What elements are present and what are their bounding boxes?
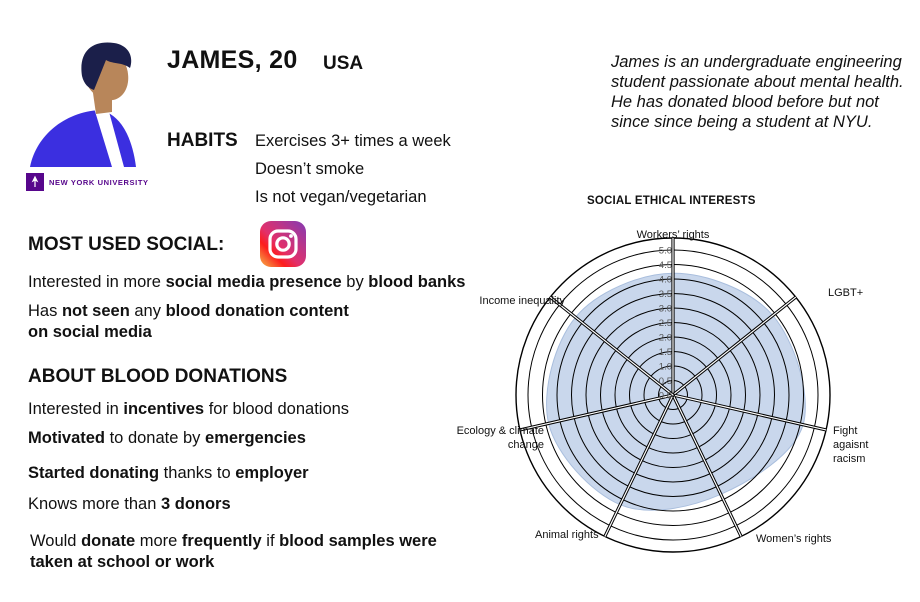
radar-tick-label: 0.5 bbox=[659, 376, 672, 387]
radar-tick-label: 2.0 bbox=[659, 333, 672, 344]
instagram-icon bbox=[260, 221, 306, 267]
radar-axis-label: LGBT+ bbox=[828, 287, 863, 299]
donation-line-1: Interested in incentives for blood donat… bbox=[28, 400, 350, 418]
chart-title: SOCIAL ETHICAL INTERESTS bbox=[587, 195, 756, 207]
radar-tick-label: 4.0 bbox=[659, 275, 672, 286]
habit-item: Doesn’t smoke bbox=[255, 160, 365, 178]
radar-axis-label: Workers’ rights bbox=[637, 229, 710, 241]
radar-tick-label: 4.5 bbox=[659, 260, 672, 271]
habit-item: Exercises 3+ times a week bbox=[255, 132, 451, 150]
radar-tick-label: 5.0 bbox=[659, 246, 672, 257]
radar-tick-label: 3.0 bbox=[659, 304, 672, 315]
avatar bbox=[30, 42, 136, 167]
habits-title: HABITS bbox=[167, 130, 238, 151]
donation-line-2: Motivated to donate by emergencies bbox=[28, 429, 306, 447]
donation-line-3: Started donating thanks to employer bbox=[28, 464, 309, 482]
radar-axis-label: Income inequality bbox=[479, 295, 565, 307]
radar-tick-label: 1.5 bbox=[659, 347, 672, 358]
radar-axis-label: Fight agaisnt racism bbox=[833, 425, 868, 465]
donation-line-4: Knows more than 3 donors bbox=[28, 495, 231, 513]
radar-tick-label: 2.5 bbox=[659, 318, 672, 329]
radar-axis-label: Women’s rights bbox=[756, 533, 832, 545]
social-line-1: Interested in more social media presence… bbox=[28, 273, 466, 291]
persona-bio: James is an undergraduate engineering st… bbox=[611, 53, 904, 131]
radar-spoke-inner bbox=[672, 296, 797, 396]
radar-spoke-inner bbox=[519, 394, 674, 431]
radar-axis-label: Animal rights bbox=[535, 529, 599, 541]
avatar-collar bbox=[94, 108, 124, 167]
radar-tick-label: 1.0 bbox=[659, 362, 672, 373]
avatar-hair bbox=[81, 42, 132, 90]
social-title: MOST USED SOCIAL: bbox=[28, 234, 225, 255]
radar-tick-label: 0.0 bbox=[659, 391, 672, 402]
radar-spoke-inner bbox=[672, 394, 742, 537]
radar-spoke-inner bbox=[549, 296, 674, 396]
donation-line-5: Would donate more frequently if blood sa… bbox=[30, 532, 437, 571]
persona-country: USA bbox=[323, 53, 364, 74]
radar-spoke-inner bbox=[604, 394, 674, 537]
radar-chart: 0.0 0.5 1.0 1.5 2.0 2.5 3.0 3.5 4.0 4.5 5.0 Workers… bbox=[457, 229, 868, 553]
nyu-logo-icon bbox=[26, 173, 44, 191]
habit-item: Is not vegan/vegetarian bbox=[255, 188, 427, 206]
radar-spoke-inner bbox=[672, 394, 827, 431]
university-name: NEW YORK UNIVERSITY bbox=[49, 178, 149, 187]
persona-name: JAMES, 20 bbox=[167, 46, 298, 74]
radar-axis-label: Ecology & climate change bbox=[457, 425, 544, 451]
donations-title: ABOUT BLOOD DONATIONS bbox=[28, 366, 288, 387]
radar-tick-label: 3.5 bbox=[659, 289, 672, 300]
social-line-2: Has not seen any blood donation content o… bbox=[28, 302, 349, 341]
